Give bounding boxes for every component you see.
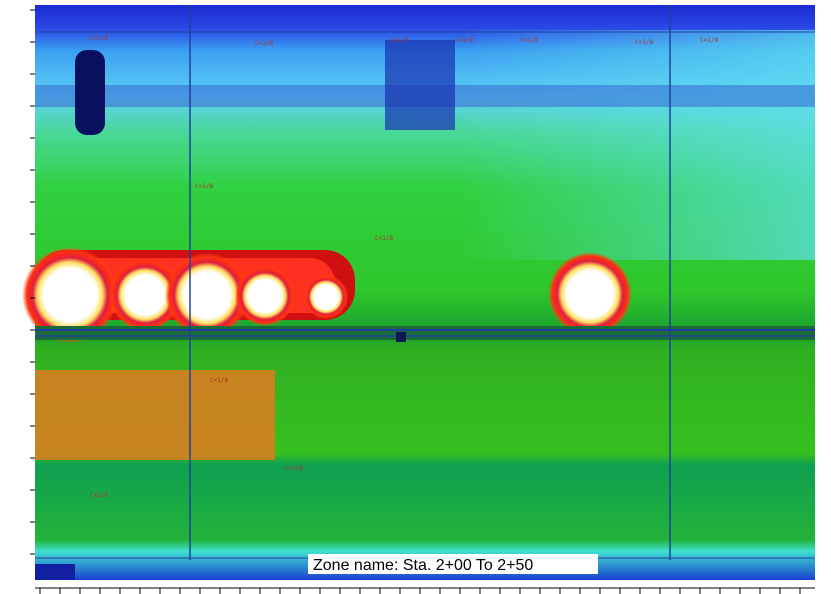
image bbox=[22, 5, 815, 580]
crack-label: C<1/8 bbox=[635, 39, 653, 46]
crack-label: C<1/8 bbox=[90, 492, 108, 499]
crack-label: C<1/8 bbox=[255, 40, 273, 47]
crack-label: C<1/8 bbox=[210, 377, 228, 384]
thermal-scan: C<1/8 C<1/8 C<1/8 C<1/8 C<1/8 C<1/8 C<1/8 C<1/8… bbox=[0, 0, 831, 594]
crack-label: C<1/8 bbox=[390, 37, 408, 44]
crack-label: C<1/8 bbox=[285, 465, 303, 472]
crack-label: C<1/8 bbox=[700, 37, 718, 44]
crack-label: C<1/8 bbox=[90, 35, 108, 42]
crack-label: C<1/8 bbox=[375, 235, 393, 242]
crack-label: C<1/8 bbox=[455, 37, 473, 44]
zone-label: Zone name: Sta. 2+00 To 2+50 bbox=[313, 557, 533, 574]
crack-label: C<1/8 bbox=[520, 37, 538, 44]
crack-label: C<1/8 bbox=[195, 183, 213, 190]
